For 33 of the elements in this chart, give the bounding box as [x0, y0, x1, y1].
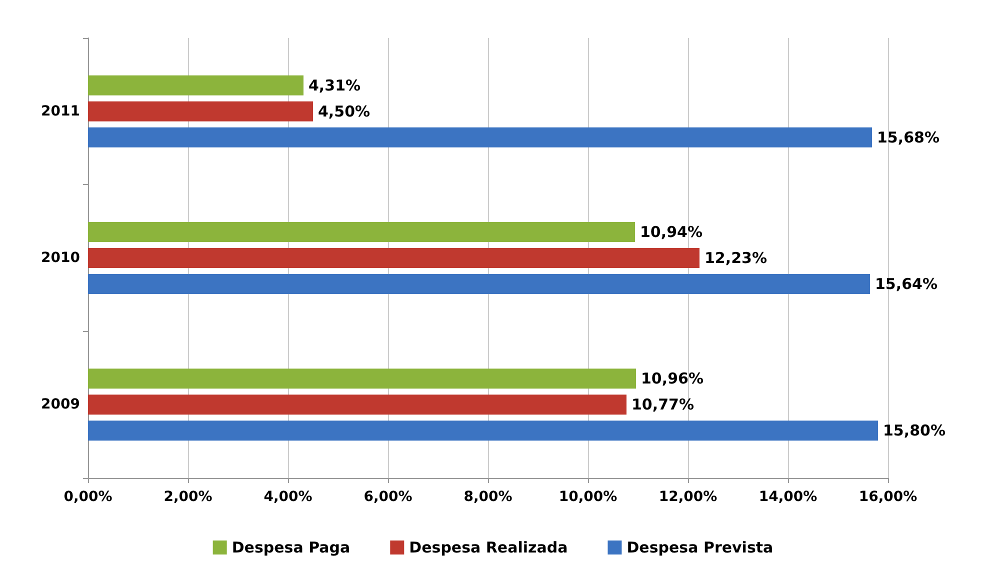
- data-label: 4,50%: [318, 102, 370, 120]
- bar: [88, 394, 626, 415]
- data-label: 10,96%: [641, 370, 704, 388]
- data-label: 10,94%: [640, 223, 702, 241]
- bar: [88, 420, 878, 441]
- bar: [88, 101, 313, 122]
- x-tick-label: 0,00%: [64, 489, 112, 505]
- legend-label: Despesa Prevista: [626, 538, 774, 556]
- data-label: 12,23%: [704, 249, 767, 267]
- x-tick-label: 2,00%: [164, 489, 212, 505]
- bar: [88, 274, 870, 294]
- x-tick-label: 4,00%: [264, 489, 312, 505]
- bar: [88, 127, 872, 148]
- x-tick-label: 12,00%: [658, 489, 718, 505]
- bar: [88, 75, 304, 96]
- data-label: 15,64%: [875, 275, 938, 293]
- x-tick-label: 16,00%: [858, 489, 918, 505]
- bar: [88, 248, 700, 268]
- x-tick-label: 10,00%: [558, 489, 618, 505]
- x-tick-label: 14,00%: [758, 489, 818, 505]
- y-tick-label: 2009: [41, 396, 80, 413]
- legend-label: Despesa Paga: [232, 538, 350, 556]
- data-label: 10,77%: [632, 396, 694, 414]
- y-tick-label: 2010: [41, 250, 80, 266]
- data-label: 15,80%: [883, 422, 946, 440]
- bar: [88, 368, 636, 389]
- bar: [88, 222, 635, 242]
- data-label: 15,68%: [877, 128, 940, 146]
- data-label: 4,31%: [308, 76, 361, 94]
- y-tick-label: 2011: [41, 103, 80, 120]
- x-tick-label: 8,00%: [464, 489, 512, 505]
- legend-label: Despesa Realizada: [409, 538, 568, 556]
- x-tick-label: 6,00%: [364, 489, 412, 505]
